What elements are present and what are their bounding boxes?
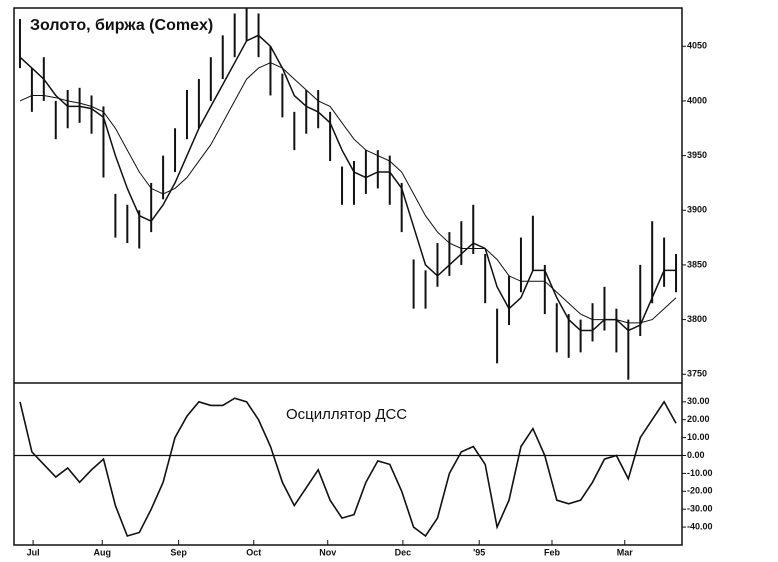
chart-title: Золото, биржа (Comex) [30,17,213,34]
x-tick-label: Feb [544,547,561,557]
series-line [19,397,677,538]
x-tick-label: Nov [319,547,336,557]
annotation: Осциллятор ДСС [286,406,407,423]
y-tick-label: -20.00 [687,486,713,496]
y-tick-label: 10.00 [687,432,710,442]
series-line [19,62,677,324]
x-tick-label: Mar [617,547,634,557]
x-tick-label: Dec [395,547,412,557]
series-line [19,34,676,332]
x-tick-label: Jul [27,547,40,557]
y-tick-label: -30.00 [687,504,713,514]
y-tick-label: 4050 [687,41,707,51]
y-tick-label: 4000 [687,95,707,105]
y-tick-label: 30.00 [687,396,710,406]
y-tick-label: 3950 [687,150,707,160]
y-tick-label: 3800 [687,314,707,324]
y-tick-label: -40.00 [687,521,713,531]
frame [13,7,683,546]
x-tick-label: '95 [473,547,485,557]
y-tick-label: 3850 [687,259,707,269]
y-tick-label: 3900 [687,205,707,215]
x-tick-label: Sep [170,547,187,557]
y-tick-label: -10.00 [687,468,713,478]
x-tick-label: Oct [246,547,261,557]
y-tick-label: 0.00 [687,450,705,460]
x-tick-label: Aug [94,547,112,557]
y-tick-label: 3750 [687,369,707,379]
y-tick-label: 20.00 [687,414,710,424]
